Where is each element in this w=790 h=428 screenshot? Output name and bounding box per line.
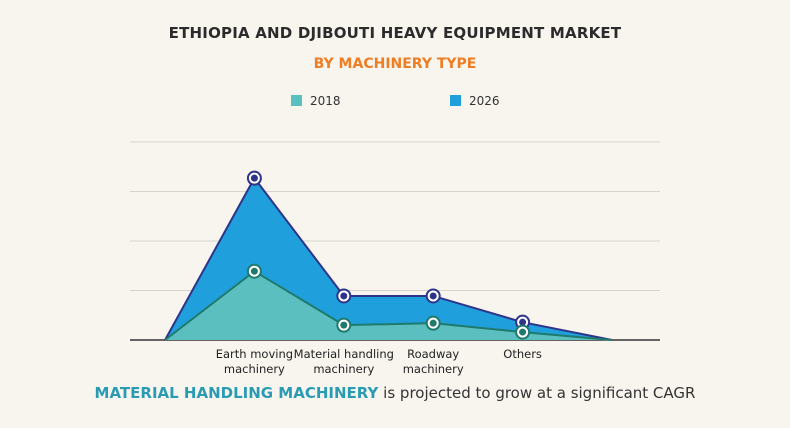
chart-subtitle: BY MACHINERY TYPE (313, 56, 477, 72)
area-line (164, 269, 613, 341)
marker-dot (250, 174, 258, 182)
chart-title: ETHIOPIA AND DJIBOUTI HEAVY EQUIPMENT MA… (168, 24, 622, 42)
marker-dot (519, 318, 527, 326)
marker-dot (429, 292, 437, 300)
marker-dot (519, 328, 527, 336)
footnote-highlight: MATERIAL HANDLING MACHINERY (94, 384, 379, 402)
footnote: MATERIAL HANDLING MACHINERY is projected… (0, 384, 790, 402)
legend-swatch (450, 95, 461, 106)
area-line (164, 176, 613, 341)
area (165, 271, 612, 340)
footnote-text: is projected to grow at a significant CA… (383, 384, 696, 402)
x-tick-label: Others (503, 347, 542, 361)
legend-label: 2026 (469, 94, 500, 108)
legend-item: 2026 (450, 94, 500, 108)
marker-dot (340, 321, 348, 329)
legend-label: 2018 (310, 94, 341, 108)
x-tick-label: Roadway machinery (402, 347, 464, 376)
marker-dot (429, 319, 437, 327)
legend-item: 2018 (291, 94, 341, 108)
x-tick-label: Earth moving machinery (215, 347, 294, 376)
legend-swatch (291, 95, 302, 106)
x-tick-label: Material handling machinery (293, 347, 394, 376)
marker-dot (250, 267, 258, 275)
marker-dot (340, 292, 348, 300)
